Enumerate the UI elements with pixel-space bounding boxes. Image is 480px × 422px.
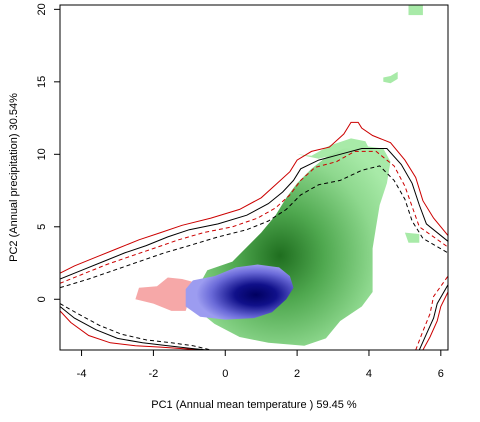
blue-density-1 bbox=[185, 264, 294, 320]
black-dashed-contour-8 bbox=[60, 303, 212, 350]
y-tick-label: 5 bbox=[36, 224, 48, 230]
red-dashed-contour-9 bbox=[415, 275, 448, 350]
black-solid-contour-4 bbox=[60, 306, 208, 350]
black-solid-contour-3 bbox=[60, 148, 448, 280]
x-tick-label: 6 bbox=[438, 368, 444, 380]
y-axis: 0 5 10 15 20 bbox=[36, 3, 60, 302]
y-tick-label: 0 bbox=[36, 296, 48, 302]
x-tick-label: -4 bbox=[77, 368, 87, 380]
black-solid-contour-5 bbox=[418, 284, 448, 350]
green-region-6 bbox=[383, 71, 398, 84]
red-dashed-contour-6 bbox=[60, 150, 448, 284]
y-axis-title: PC2 (Annual precipitation) 30.54% bbox=[8, 93, 20, 262]
x-tick-label: 2 bbox=[294, 368, 300, 380]
y-tick-label: 20 bbox=[36, 3, 48, 15]
pink-region-2 bbox=[135, 277, 193, 311]
x-tick-label: 4 bbox=[366, 368, 372, 380]
y-tick-label: 10 bbox=[36, 148, 48, 160]
x-tick-label: -2 bbox=[149, 368, 159, 380]
red-solid-contour-2 bbox=[422, 291, 448, 350]
x-axis-title: PC1 (Annual mean temperature ) 59.45 % bbox=[151, 399, 357, 411]
x-tick-label: 0 bbox=[222, 368, 228, 380]
red-solid-contour-0 bbox=[60, 121, 448, 274]
red-solid-contour-1 bbox=[60, 310, 204, 350]
plot-frame bbox=[59, 4, 449, 351]
green-region-5 bbox=[408, 5, 423, 16]
x-axis: -4 -2 0 2 4 6 bbox=[77, 350, 444, 380]
black-dashed-contour-7 bbox=[60, 165, 448, 289]
green-region-3 bbox=[297, 138, 369, 159]
green-region-4 bbox=[404, 232, 420, 243]
plot-area bbox=[60, 5, 448, 350]
y-tick-label: 15 bbox=[36, 76, 48, 88]
